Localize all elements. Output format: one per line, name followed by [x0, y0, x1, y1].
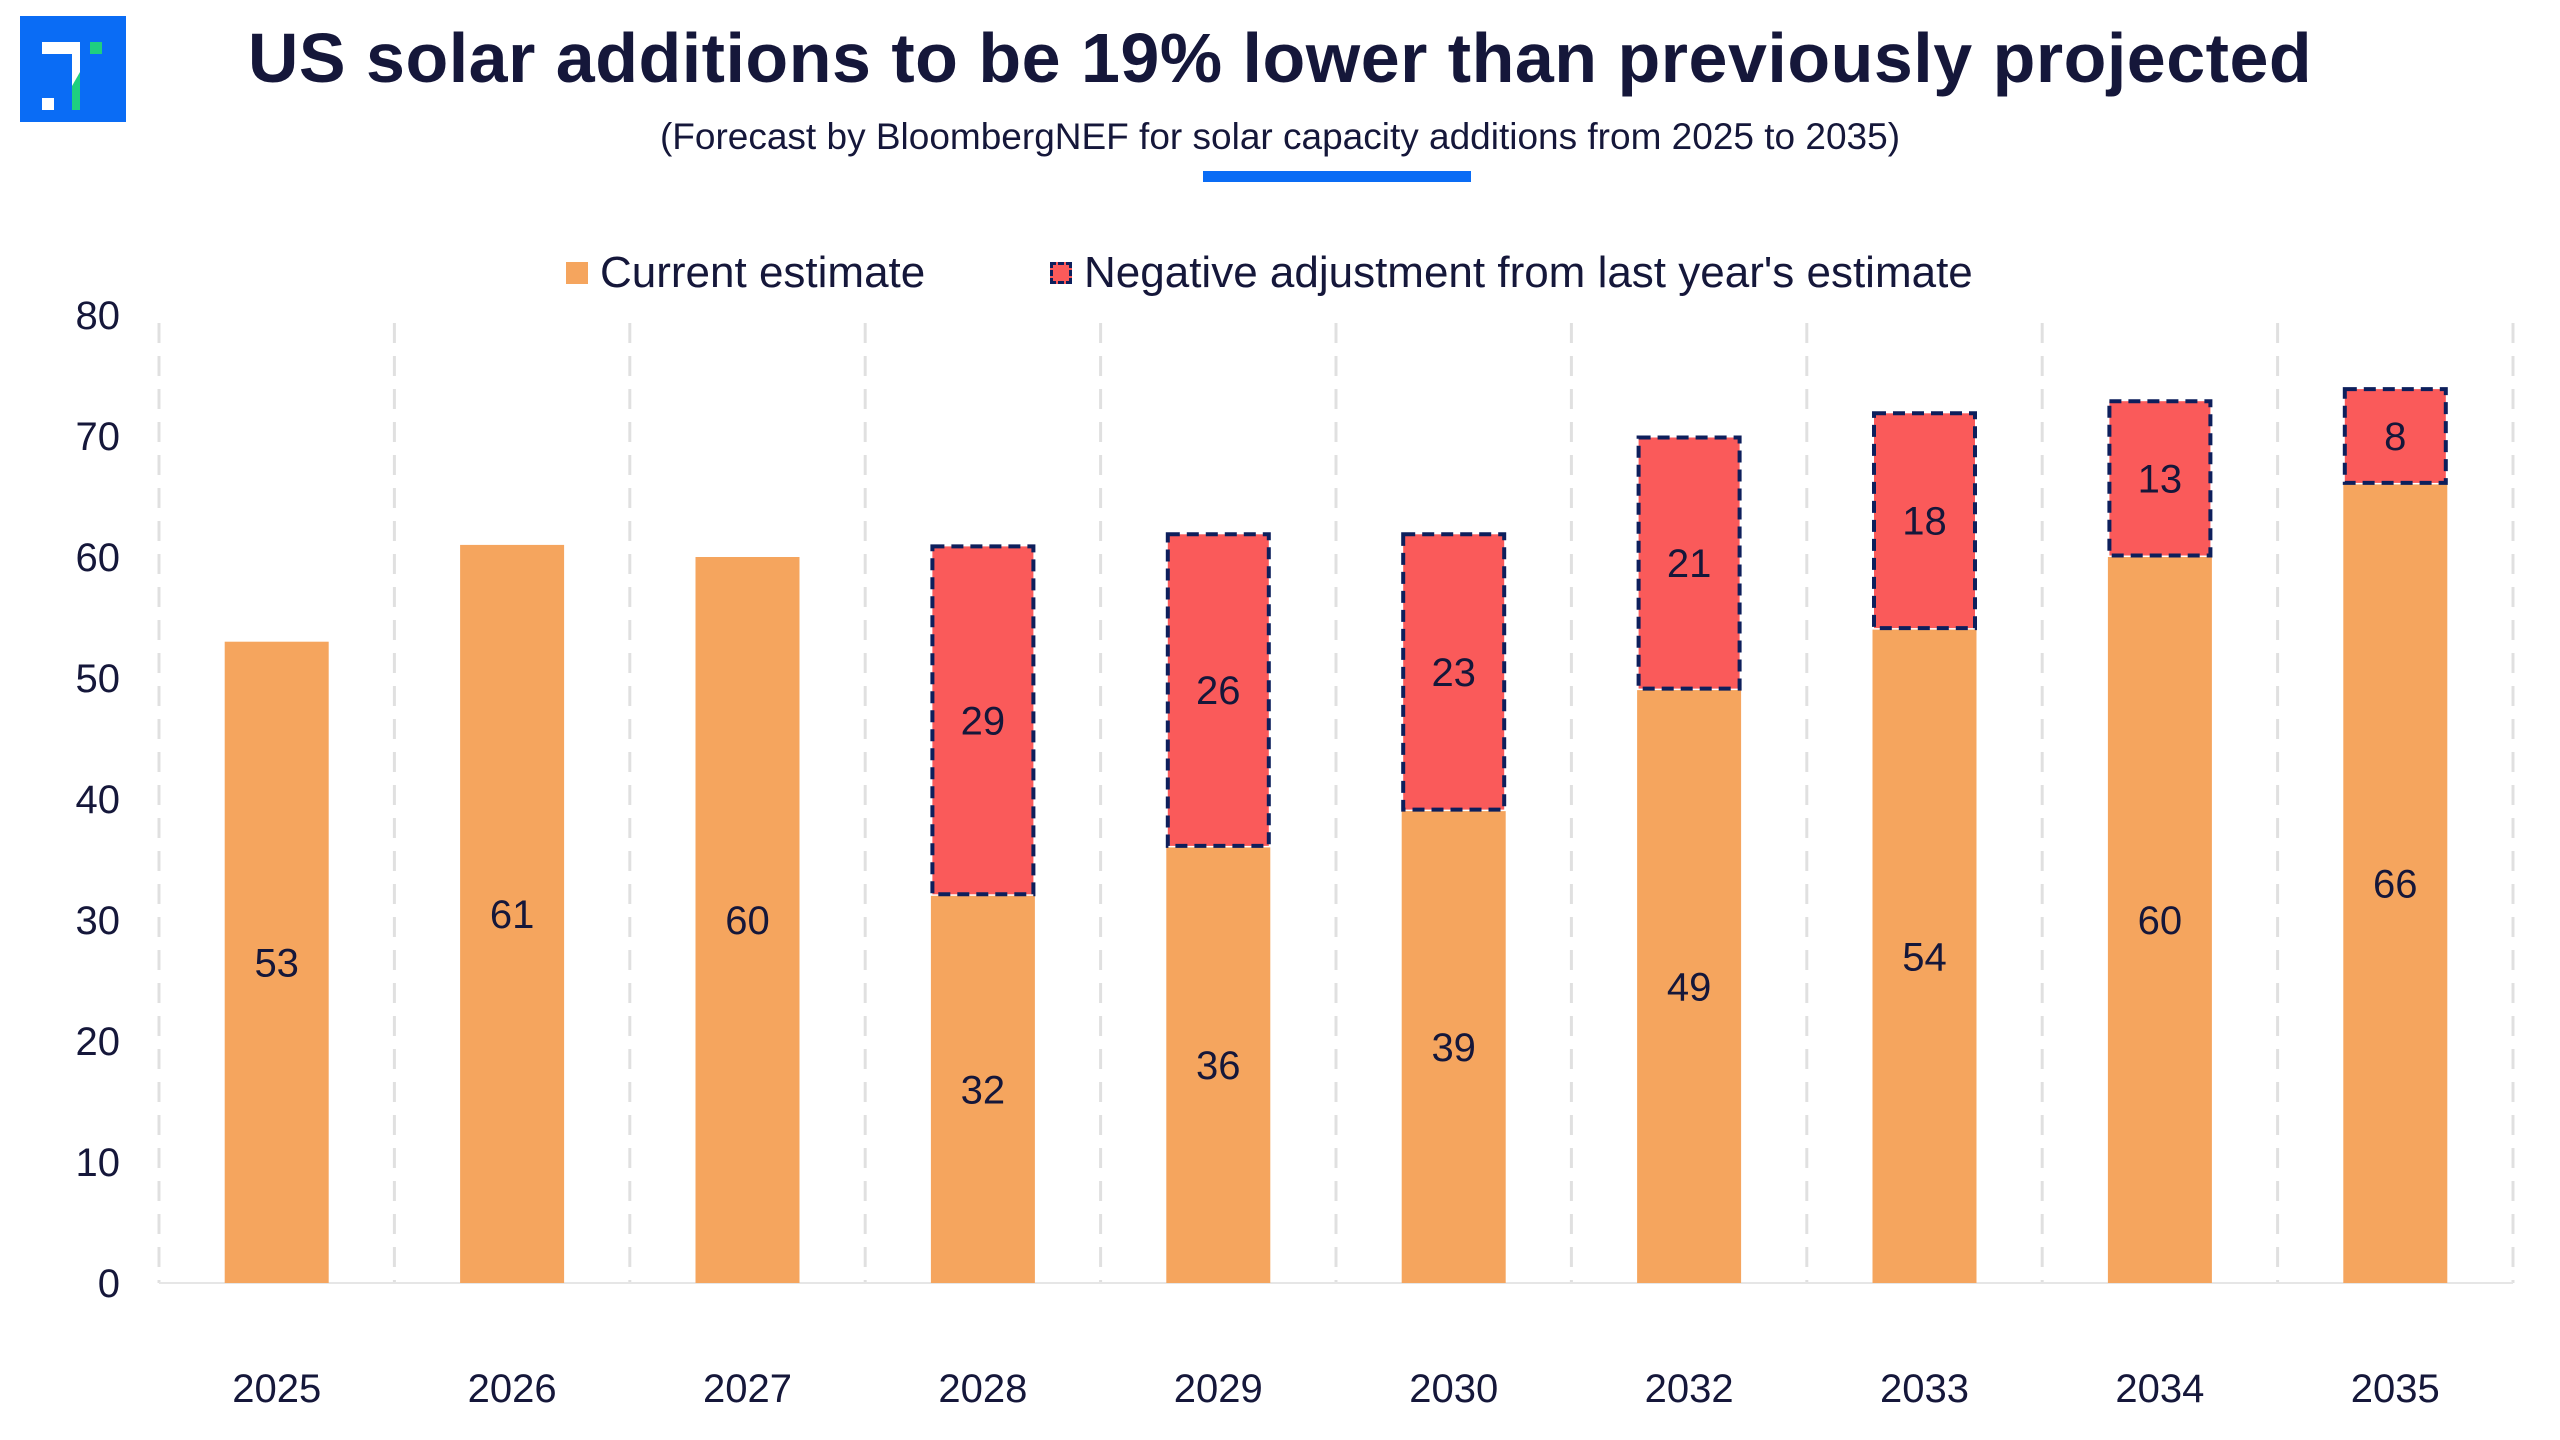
bar-current: [2107, 557, 2212, 1283]
bar-current: [1401, 811, 1506, 1283]
data-label-negative: 13: [2138, 457, 2183, 501]
bar-negative-adjustment: [2342, 387, 2448, 485]
legend-label-negative: Negative adjustment from last year's est…: [1084, 248, 1973, 297]
chart-title: US solar additions to be 19% lower than …: [247, 19, 2313, 97]
data-label-negative: 23: [1431, 651, 1476, 695]
y-tick-label: 0: [98, 1262, 120, 1306]
y-tick-label: 70: [76, 415, 121, 459]
x-tick-label: 2028: [938, 1367, 1027, 1411]
bar-current: [1872, 629, 1977, 1283]
y-tick-label: 30: [76, 899, 121, 943]
bar-current: [2343, 484, 2448, 1283]
title-accent-bar: [1203, 171, 1471, 182]
bar-negative-adjustment: [1401, 532, 1507, 812]
legend-item-negative: Negative adjustment from last year's est…: [1050, 248, 1973, 298]
data-label-current: 66: [2373, 863, 2418, 907]
legend-item-current: Current estimate: [566, 248, 925, 298]
data-label-current: 61: [490, 893, 535, 937]
legend-swatch-current: [566, 262, 588, 284]
data-label-current: 53: [254, 941, 299, 985]
data-label-current: 54: [1902, 935, 1947, 979]
x-tick-label: 2035: [2351, 1367, 2440, 1411]
x-tick-label: 2030: [1409, 1367, 1498, 1411]
legend-swatch-negative: [1050, 262, 1072, 284]
x-tick-label: 2026: [468, 1367, 557, 1411]
legend-label-current: Current estimate: [600, 248, 926, 297]
bar-negative-adjustment: [1636, 435, 1742, 691]
x-axis: 2025 2026 2027 2028 2029 2030 2032 2033 2034 2035: [232, 1367, 2440, 1411]
bar-negative-adjustment: [930, 544, 1036, 897]
data-label-current: 36: [1196, 1044, 1241, 1088]
y-tick-label: 80: [76, 294, 121, 338]
brand-logo-icon: [20, 16, 126, 122]
bar-negative-adjustment: [1165, 532, 1271, 848]
bar-current: [460, 544, 565, 1283]
bar-negative-adjustment: [1872, 411, 1977, 631]
bar-current: [224, 641, 329, 1283]
y-tick-label: 10: [76, 1141, 121, 1185]
bar-current: [1166, 847, 1271, 1283]
data-labels: 53 61 60 32 29 36 26 39 23 49 21 54 18 60 13 66 8: [254, 415, 2417, 1112]
data-label-current: 60: [2138, 899, 2183, 943]
bar-current: [930, 895, 1035, 1283]
bar-current: [695, 557, 800, 1283]
y-tick-label: 20: [76, 1020, 121, 1064]
y-tick-label: 50: [76, 657, 121, 701]
data-label-current: 32: [961, 1068, 1006, 1112]
data-label-current: 60: [725, 899, 770, 943]
y-tick-label: 40: [76, 778, 121, 822]
bar-current: [1637, 690, 1742, 1283]
chart-subtitle: (Forecast by BloombergNEF for solar capa…: [659, 116, 1901, 157]
x-tick-label: 2029: [1174, 1367, 1263, 1411]
data-label-negative: 8: [2384, 415, 2406, 459]
y-tick-label: 60: [76, 536, 121, 580]
x-tick-label: 2032: [1645, 1367, 1734, 1411]
bars: [224, 387, 2448, 1283]
data-label-negative: 26: [1196, 669, 1241, 713]
x-tick-label: 2034: [2115, 1367, 2204, 1411]
data-label-negative: 29: [961, 699, 1006, 743]
data-label-negative: 21: [1667, 542, 1712, 586]
data-label-current: 49: [1667, 966, 1712, 1010]
data-label-current: 39: [1431, 1026, 1476, 1070]
bar-negative-adjustment: [2107, 399, 2213, 558]
x-tick-label: 2027: [703, 1367, 792, 1411]
legend: Current estimate Negative adjustment fro…: [0, 248, 2560, 308]
x-tick-label: 2025: [232, 1367, 321, 1411]
data-label-negative: 18: [1902, 500, 1947, 544]
y-axis: 0 10 20 30 40 50 60 70 80: [76, 294, 121, 1306]
x-tick-label: 2033: [1880, 1367, 1969, 1411]
